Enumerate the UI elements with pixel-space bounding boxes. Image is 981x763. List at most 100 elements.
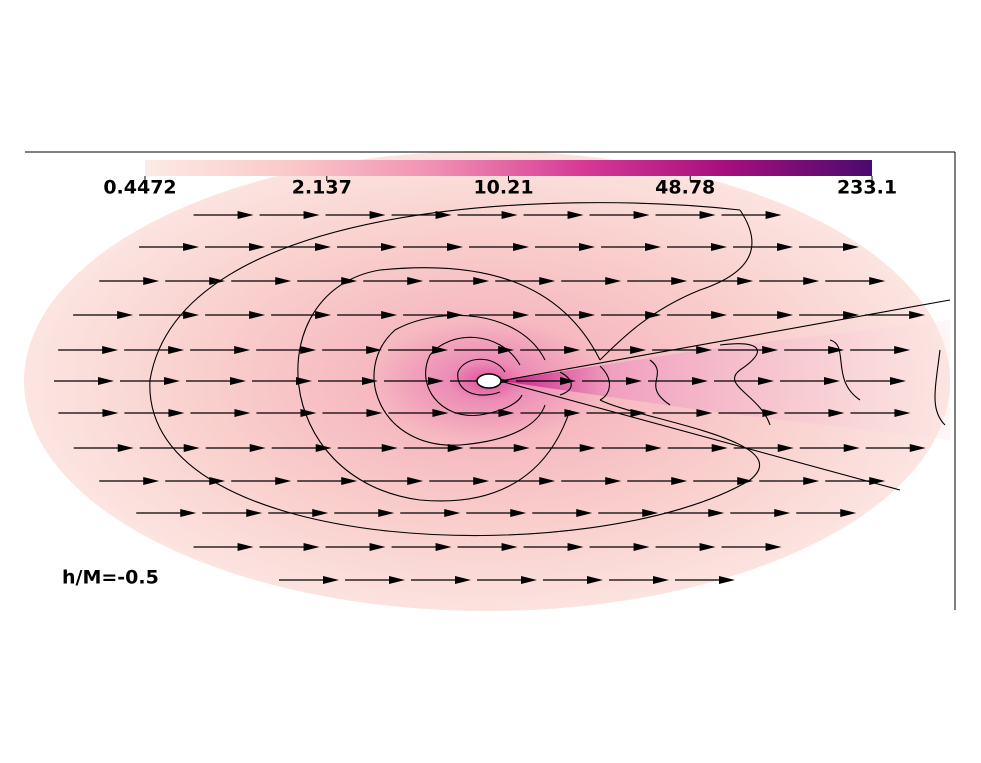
arrow-head [98,377,114,385]
arrow-head [432,346,449,354]
contour [373,314,546,446]
arrow [850,346,911,354]
arrow-head [890,377,906,385]
arrow-head [699,543,716,551]
arrow-head [447,444,464,452]
arrow [759,277,820,285]
arrow-head [843,444,860,452]
arrow-head [369,543,386,551]
arrow [598,509,659,517]
arrow [523,543,584,551]
arrow-head [894,346,911,354]
arrow [523,211,584,219]
arrow-head [539,277,556,285]
arrow [664,509,725,517]
arrow-head [362,377,378,385]
arrow [58,409,119,417]
arrow [322,409,383,417]
arrow-head [180,509,197,517]
arrow [256,346,317,354]
arrow-head [498,346,515,354]
arrow [322,346,383,354]
arrow-head [708,509,725,517]
arrow [139,444,200,452]
arrow [846,377,906,385]
arrow [124,346,185,354]
arrow [193,543,254,551]
arrow-head [828,409,845,417]
arrow [655,543,716,551]
arrow [674,576,735,584]
arrow [667,444,728,452]
arrow-head [909,444,926,452]
arrow-head [718,576,735,584]
arrow [334,509,395,517]
arrow [268,509,329,517]
arrow [721,543,782,551]
arrow [535,444,596,452]
arrow [363,477,424,485]
arrow-head [692,377,708,385]
arrow-head [117,311,134,319]
arrow-head [633,211,650,219]
arrow-head [164,377,180,385]
arrow-head [315,444,332,452]
arrow-head [444,509,461,517]
arrow [718,346,779,354]
arrow [193,211,254,219]
colorbar-tick-label: 2.137 [292,177,352,199]
arrow [400,509,461,517]
arrow-head [579,311,596,319]
arrow [693,477,754,485]
arrow-head [696,346,713,354]
arrow-head [762,346,779,354]
arrow [252,377,312,385]
arrow-head [102,409,119,417]
arrow-head [183,243,200,251]
arrow-head [645,444,662,452]
arrow [784,346,845,354]
arrow-head [432,409,449,417]
arrow-head [237,211,254,219]
arrow [457,211,518,219]
arrow [337,311,398,319]
arrow-head [586,576,603,584]
arrow-head [303,211,320,219]
arrow-head [671,477,688,485]
arrow [601,444,662,452]
arrow-head [249,444,266,452]
arrow-head [234,346,251,354]
arrow [205,243,266,251]
arrow-head [711,311,728,319]
arrow-head [711,243,728,251]
arrow-head [473,477,490,485]
arrow [391,543,452,551]
arrow-head [501,543,518,551]
arrow [582,377,642,385]
arrow [231,477,292,485]
arrow-head [645,311,662,319]
arrow-head [579,444,596,452]
arrow [99,277,160,285]
arrow [714,377,774,385]
arrow [388,409,449,417]
arrow [344,576,405,584]
arrow-head [234,409,251,417]
arrow-head [576,509,593,517]
arrow-head [652,576,669,584]
arrow [652,409,713,417]
arrow-head [407,277,424,285]
arrow [589,543,650,551]
arrow-head [303,543,320,551]
arrow-head [843,243,860,251]
arrow [796,509,857,517]
arrow-head [498,409,515,417]
arrow [259,211,320,219]
arrow [535,243,596,251]
colorbar-tick-label: 48.78 [655,177,715,199]
arrow [190,346,251,354]
arrow [542,576,603,584]
arrow [495,277,556,285]
arrow [799,444,860,452]
contour [425,336,523,416]
